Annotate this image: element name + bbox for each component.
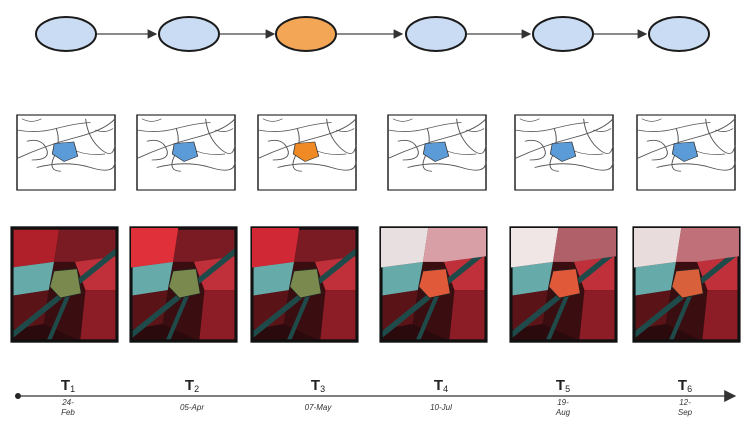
satellite-image-t4	[381, 228, 486, 341]
time-label-t4: T4	[434, 377, 448, 394]
segmentation-map-t4	[387, 114, 487, 191]
node-t6	[648, 16, 710, 52]
satellite-image-t6	[634, 228, 739, 341]
parcel-blue	[671, 141, 699, 162]
time-label-t3: T3	[311, 377, 325, 394]
parcel-blue	[171, 141, 199, 162]
date-label-t1-line2: Feb	[61, 408, 75, 417]
node-chain	[35, 16, 710, 52]
parcel-orange	[292, 141, 320, 162]
parcel-blue	[549, 141, 577, 162]
date-label-t6-line2: Sep	[678, 408, 693, 417]
date-label-t1-line1: 24-	[61, 398, 74, 407]
segmentation-map-t5	[514, 114, 614, 191]
node-t5	[532, 16, 594, 52]
time-label-t1: T1	[61, 377, 75, 394]
node-t1	[35, 16, 97, 52]
time-label-t5: T5	[556, 377, 570, 394]
satellite-image-t2	[131, 228, 236, 341]
time-label-t6: T6	[678, 377, 692, 394]
date-label-t5-line1: 19-	[557, 398, 569, 407]
timeline: T1 24- Feb T2 05-Apr T3 07-May T4 10-Jul…	[15, 377, 737, 417]
satellite-row	[12, 228, 739, 341]
segmentation-map-t3	[257, 114, 357, 191]
node-t3	[275, 16, 337, 52]
segmentation-row	[16, 114, 736, 191]
date-label-t3: 07-May	[305, 403, 333, 412]
parcel-blue	[51, 141, 79, 162]
satellite-image-t3	[252, 228, 357, 341]
parcel-blue	[422, 141, 450, 162]
satellite-image-t5	[511, 228, 616, 341]
date-label-t4: 10-Jul	[430, 403, 452, 412]
segmentation-map-t1	[16, 114, 116, 191]
date-label-t5-line2: Aug	[555, 408, 571, 417]
time-label-t2: T2	[185, 377, 199, 394]
date-label-t2: 05-Apr	[180, 403, 204, 412]
date-label-t6-line1: 12-	[679, 398, 691, 407]
segmentation-map-t6	[636, 114, 736, 191]
satellite-image-t1	[12, 228, 117, 341]
node-t2	[158, 16, 220, 52]
node-t4	[405, 16, 467, 52]
segmentation-map-t2	[136, 114, 236, 191]
